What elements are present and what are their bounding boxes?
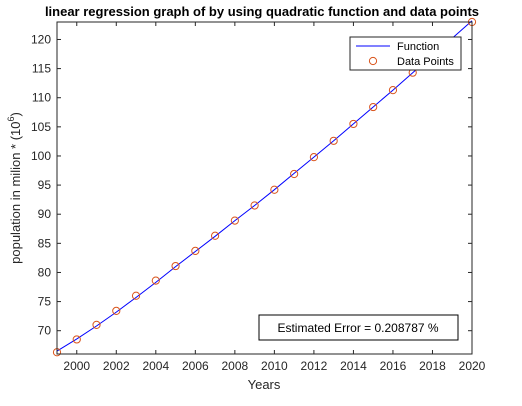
error-annotation: Estimated Error = 0.208787 % (258, 314, 459, 341)
data-point (290, 169, 299, 179)
data-point (309, 153, 319, 162)
series-layer (52, 17, 477, 357)
data-point (270, 185, 279, 194)
y-axis-label-main: population in milion * (10 (8, 121, 23, 263)
data-point (131, 291, 141, 300)
chart-title: linear regression graph of by using quad… (45, 4, 479, 19)
legend: Function Data Points (349, 36, 462, 71)
x-tick-label: 2020 (459, 359, 486, 373)
data-point (250, 201, 259, 210)
x-tick-label: 2012 (301, 359, 328, 373)
plot-area (57, 22, 472, 354)
error-annotation-box (258, 314, 459, 341)
data-point (369, 102, 378, 112)
data-point (329, 136, 338, 145)
data-point (230, 216, 239, 225)
x-tick-label: 2014 (340, 359, 367, 373)
y-tick-label: 95 (38, 178, 52, 192)
data-point (92, 320, 101, 329)
legend-box (349, 36, 462, 71)
y-tick-label: 70 (38, 324, 52, 338)
y-tick-label: 85 (38, 236, 52, 250)
x-axis-label: Years (248, 377, 281, 392)
y-tick-label: 90 (38, 207, 52, 221)
x-tick-label: 2018 (419, 359, 446, 373)
data-point (388, 86, 398, 95)
data-point (112, 306, 121, 315)
y-axis-label-exponent: 6 (6, 116, 16, 121)
data-point (210, 231, 220, 240)
x-tick-label: 2002 (103, 359, 130, 373)
y-tick-label: 115 (32, 62, 51, 76)
x-tick-label: 2010 (261, 359, 288, 373)
y-tick-label: 110 (32, 91, 51, 105)
data-point (72, 335, 81, 344)
plot-frame (56, 21, 473, 355)
data-point (171, 261, 180, 271)
y-axis-label-close: ) (8, 112, 23, 116)
y-tick-label: 120 (31, 32, 51, 46)
data-point (191, 246, 200, 256)
y-tick-label: 75 (38, 295, 52, 309)
x-tick-label: 2008 (222, 359, 249, 373)
error-annotation-text: Estimated Error = 0.208787 % (277, 321, 438, 335)
function-series-line (56, 20, 473, 352)
ticks-layer: 2000 2002 2004 2006 2008 2010 2012 2014 2016 2018… (31, 22, 486, 373)
legend-data-points-label: Data Points (397, 56, 454, 68)
y-tick-label: 100 (31, 149, 51, 163)
x-tick-label: 2016 (380, 359, 407, 373)
legend-function-label: Function (397, 41, 439, 53)
legend-data-points-marker (368, 56, 378, 66)
x-tick-label: 2004 (142, 359, 169, 373)
y-tick-label: 105 (31, 120, 51, 134)
data-point (151, 276, 160, 285)
data-point (349, 119, 358, 129)
x-tick-label: 2006 (182, 359, 209, 373)
y-axis-label: population in milion * (106) (6, 112, 23, 264)
x-tick-label: 2000 (63, 359, 90, 373)
y-tick-label: 80 (38, 265, 52, 279)
